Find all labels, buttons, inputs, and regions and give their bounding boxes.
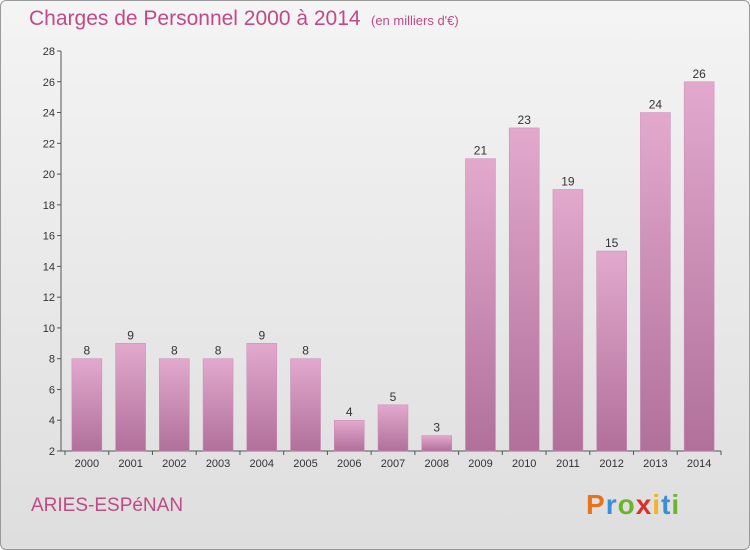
bar-value-label: 5	[390, 390, 397, 404]
x-tick-label: 2007	[381, 458, 405, 470]
bar	[683, 81, 715, 452]
chart-subtitle: (en milliers d'€)	[371, 13, 459, 28]
bar	[640, 112, 671, 452]
bar-value-label: 21	[474, 144, 488, 158]
bar	[334, 419, 365, 452]
bar-value-label: 4	[346, 405, 353, 419]
y-tick-label: 22	[43, 138, 55, 150]
chart-title: Charges de Personnel 2000 à 2014	[29, 7, 361, 30]
bar-value-label: 26	[692, 67, 706, 81]
y-tick-label: 2	[49, 446, 55, 458]
x-tick-label: 2006	[337, 458, 361, 470]
x-tick-label: 2013	[643, 458, 667, 470]
y-tick-label: 8	[49, 354, 55, 366]
bar-value-label: 8	[302, 344, 309, 358]
x-tick-label: 2003	[206, 458, 230, 470]
bar	[465, 158, 496, 452]
y-tick-label: 20	[43, 169, 55, 181]
y-tick-label: 24	[43, 108, 55, 120]
logo-letter: x	[635, 489, 653, 520]
bar-value-label: 8	[84, 344, 91, 358]
bar-value-label: 9	[258, 328, 265, 342]
x-tick-label: 2009	[468, 458, 492, 470]
bar	[596, 250, 627, 452]
y-tick-label: 4	[49, 415, 55, 427]
bar-value-label: 23	[518, 113, 532, 127]
bar-value-label: 9	[127, 328, 134, 342]
bar-value-label: 8	[171, 344, 178, 358]
bar-value-label: 15	[605, 236, 619, 250]
logo-letter: o	[617, 489, 636, 520]
bar-value-label: 24	[649, 98, 663, 112]
logo-letter: r	[605, 489, 618, 520]
y-tick-label: 28	[43, 46, 55, 58]
x-tick-label: 2008	[424, 458, 448, 470]
x-tick-label: 2001	[118, 458, 142, 470]
y-tick-label: 16	[43, 231, 55, 243]
y-tick-label: 14	[43, 261, 55, 273]
logo-letter: i	[671, 489, 681, 520]
bar	[421, 435, 452, 452]
x-tick-label: 2002	[162, 458, 186, 470]
y-tick-label: 10	[43, 323, 55, 335]
logo-letter: i	[652, 489, 662, 520]
bar	[508, 127, 540, 452]
proxiti-logo: Proxiti	[586, 489, 680, 521]
y-tick-label: 26	[43, 77, 55, 89]
bar	[246, 343, 278, 452]
y-tick-label: 18	[43, 200, 55, 212]
y-tick-label: 12	[43, 292, 55, 304]
x-tick-label: 2010	[512, 458, 536, 470]
logo-letter: P	[586, 489, 606, 520]
bar-value-label: 8	[215, 344, 222, 358]
bar	[377, 404, 409, 452]
logo-letter: t	[661, 489, 672, 520]
x-tick-label: 2004	[250, 458, 274, 470]
bar-value-label: 3	[433, 421, 440, 435]
bar	[71, 358, 103, 452]
bar	[202, 358, 234, 452]
bar	[115, 343, 146, 452]
bar	[159, 358, 190, 452]
commune-name: ARIES-ESPéNAN	[31, 495, 184, 516]
bar-value-label: 19	[561, 174, 575, 188]
x-tick-label: 2011	[556, 458, 580, 470]
x-tick-label: 2012	[599, 458, 623, 470]
bar	[290, 358, 321, 452]
x-tick-label: 2000	[75, 458, 99, 470]
x-tick-label: 2014	[687, 458, 711, 470]
y-tick-label: 6	[49, 384, 55, 396]
x-tick-label: 2005	[293, 458, 317, 470]
bar	[552, 189, 584, 452]
